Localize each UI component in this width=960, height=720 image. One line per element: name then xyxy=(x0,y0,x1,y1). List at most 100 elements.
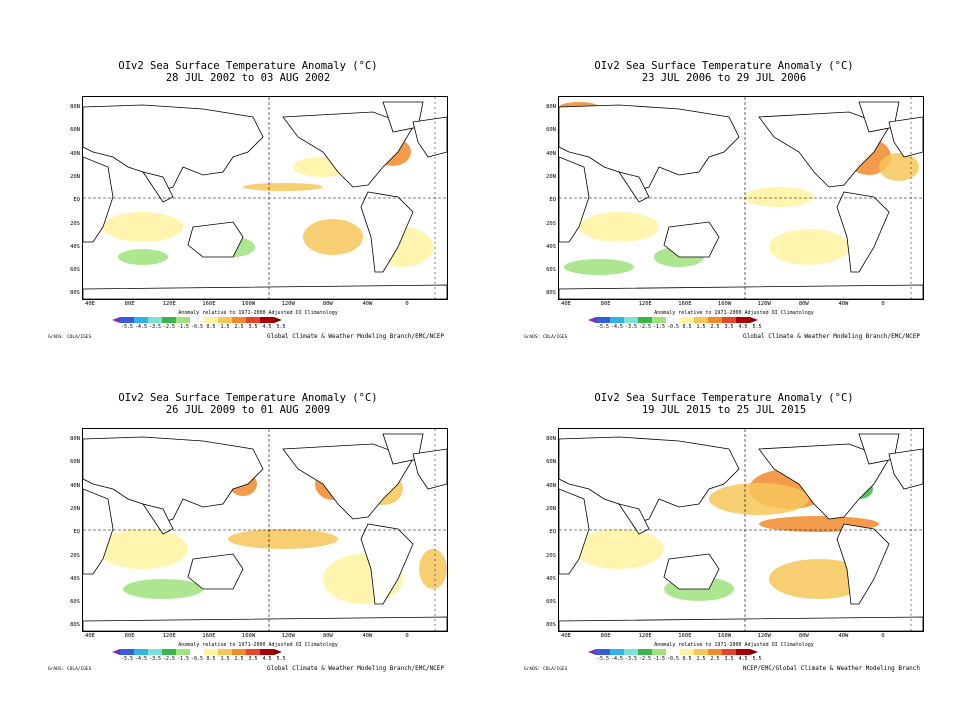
colorbar-arrow-right xyxy=(274,649,282,655)
colorbar-swatch xyxy=(722,317,736,323)
colorbar-tick-label: 5.5 xyxy=(276,656,286,662)
lon-label: 40E xyxy=(85,301,95,307)
colorbar-note: Anomaly relative to 1971-2000 Adjusted O… xyxy=(654,642,814,648)
landmass xyxy=(412,116,447,158)
lon-label: 120W xyxy=(757,301,771,307)
colorbar-swatch xyxy=(260,649,274,655)
landmass xyxy=(83,436,264,525)
colorbar-tick-label: -0.5 xyxy=(666,324,680,330)
colorbar-swatch xyxy=(638,317,652,323)
lat-label: 60S xyxy=(546,599,556,606)
colorbar-tick-label: -2.5 xyxy=(638,656,652,662)
colorbar-tick-label: 1.5 xyxy=(696,324,706,330)
lat-label: 80S xyxy=(546,622,556,629)
landmass xyxy=(836,523,890,605)
lon-label: 160E xyxy=(678,633,692,639)
lon-label: 120W xyxy=(281,301,295,307)
colorbar-tick-label: 2.5 xyxy=(234,656,244,662)
colorbar-tick-label: -4.5 xyxy=(610,656,624,662)
world-map xyxy=(559,97,923,299)
lat-label: 80N xyxy=(546,104,556,110)
landmass xyxy=(360,191,414,273)
colorbar-tick-label: 0.5 xyxy=(682,324,692,330)
lon-label: 80E xyxy=(124,301,135,307)
lon-label: 120W xyxy=(281,633,295,639)
colorbar-tick-label: 3.5 xyxy=(724,656,734,662)
colorbar-swatch xyxy=(204,649,218,655)
landmass xyxy=(83,284,447,299)
colorbar-tick-label: -1.5 xyxy=(176,324,190,330)
grads-label: GrADS: COLA/IGES xyxy=(524,667,568,672)
colorbar-tick-label: -1.5 xyxy=(176,656,190,662)
colorbar-note: Anomaly relative to 1971-2000 Adjusted O… xyxy=(178,310,338,316)
colorbar-tick-label: 3.5 xyxy=(724,324,734,330)
lon-label: 80E xyxy=(600,301,611,307)
colorbar-arrow-right xyxy=(750,649,758,655)
lon-label: 80W xyxy=(322,301,333,307)
lon-label: 80W xyxy=(798,301,809,307)
colorbar-tick-label: 5.5 xyxy=(752,324,762,330)
colorbar-swatch xyxy=(204,317,218,323)
colorbar-arrow-left xyxy=(588,317,596,323)
colorbar-tick-label: -0.5 xyxy=(666,656,680,662)
lon-label: 120E xyxy=(162,301,176,307)
colorbar-tick-label: -5.5 xyxy=(120,656,134,662)
landmass xyxy=(360,523,414,605)
colorbar-swatch xyxy=(610,649,624,655)
panel-date-range: 19 JUL 2015 to 25 JUL 2015 xyxy=(641,404,807,416)
lat-label: 40N xyxy=(546,482,556,489)
anomaly-patch xyxy=(769,229,849,265)
lat-label: 60S xyxy=(70,267,80,274)
landmass xyxy=(559,284,923,299)
lon-label: 40W xyxy=(362,633,373,639)
colorbar-swatch xyxy=(176,317,190,323)
colorbar-swatch xyxy=(120,649,134,655)
lon-label: 160W xyxy=(717,301,732,307)
panel-title: OIv2 Sea Surface Temperature Anomaly (°C… xyxy=(594,392,854,404)
lat-label: 60S xyxy=(70,599,80,606)
colorbar xyxy=(112,649,282,655)
lat-label: 20N xyxy=(70,505,80,512)
lat-label: 40S xyxy=(70,243,80,250)
lat-label: 40N xyxy=(70,482,80,489)
colorbar-swatch xyxy=(162,649,176,655)
world-map xyxy=(83,97,447,299)
colorbar-tick-label: -4.5 xyxy=(134,324,148,330)
panel-title: OIv2 Sea Surface Temperature Anomaly (°C… xyxy=(118,60,378,72)
landmass xyxy=(663,553,720,590)
landmass xyxy=(187,553,244,590)
colorbar-tick-label: 0.5 xyxy=(206,324,216,330)
lon-label: 80W xyxy=(322,633,333,639)
lon-label: 80E xyxy=(124,633,135,639)
landmass xyxy=(83,104,264,193)
sst-anomaly-map xyxy=(558,96,924,300)
colorbar-swatch xyxy=(148,317,162,323)
lon-label: 120W xyxy=(757,633,771,639)
colorbar-swatch xyxy=(232,317,246,323)
anomaly-patch xyxy=(123,579,203,599)
colorbar-tick-label: -4.5 xyxy=(610,324,624,330)
colorbar-tick-label: 2.5 xyxy=(710,656,720,662)
colorbar-tick-label: -3.5 xyxy=(148,324,162,330)
colorbar-tick-label: -2.5 xyxy=(162,656,176,662)
colorbar-swatch xyxy=(624,317,638,323)
landmass xyxy=(142,171,174,203)
colorbar-arrow-right xyxy=(750,317,758,323)
lat-label: 20N xyxy=(546,173,556,180)
lat-label: 80N xyxy=(70,436,80,442)
lat-label: 80N xyxy=(546,436,556,442)
lat-label: 20S xyxy=(70,220,80,227)
colorbar-tick-label: 4.5 xyxy=(738,324,748,330)
colorbar-swatch xyxy=(148,649,162,655)
panel-date-range: 26 JUL 2009 to 01 AUG 2009 xyxy=(165,404,331,416)
lat-label: EQ xyxy=(549,197,556,204)
landmass xyxy=(559,488,590,575)
colorbar-tick-label: -0.5 xyxy=(190,324,204,330)
lat-label: 40S xyxy=(546,243,556,250)
colorbar-swatch xyxy=(694,317,708,323)
colorbar-tick-label: 1.5 xyxy=(220,656,230,662)
colorbar-tick-label: 5.5 xyxy=(752,656,762,662)
lat-label: 40S xyxy=(546,575,556,582)
colorbar-tick-label: 4.5 xyxy=(262,656,272,662)
lat-label: 80S xyxy=(546,290,556,297)
